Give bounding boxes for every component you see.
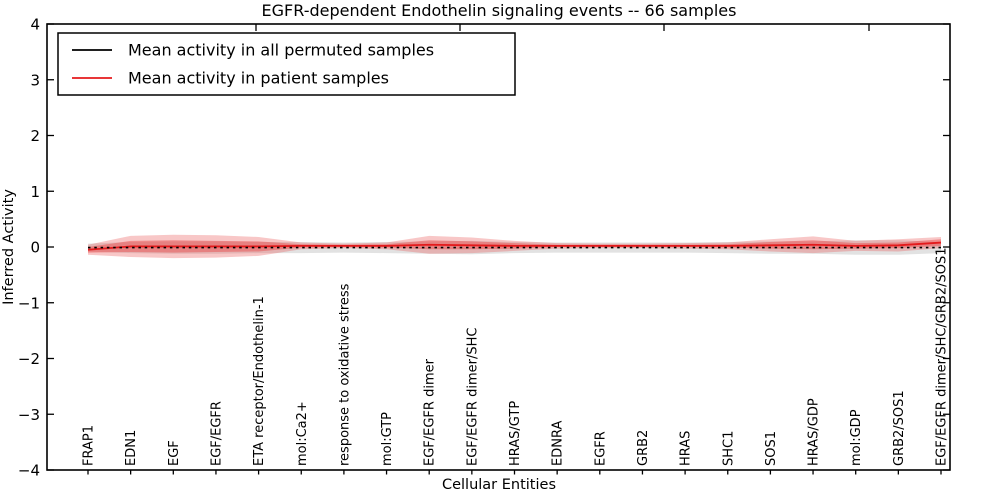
y-tick-label: −2 bbox=[18, 350, 40, 368]
x-tick-label: EGF/EGFR dimer/SHC bbox=[465, 328, 480, 466]
patient-mean-line bbox=[87, 241, 942, 251]
legend: Mean activity in all permuted samples Me… bbox=[57, 32, 516, 96]
x-tick-label: HRAS bbox=[679, 431, 694, 466]
x-tick-label: EGF/EGFR dimer/SHC/GRB2/SOS1 bbox=[935, 248, 950, 467]
x-tick-label: SHC1 bbox=[721, 431, 736, 466]
x-tick-label: GRB2/SOS1 bbox=[892, 390, 907, 466]
y-tick-label: −4 bbox=[18, 462, 40, 480]
y-tick-label: 1 bbox=[30, 183, 40, 201]
x-tick-label: GRB2 bbox=[636, 430, 651, 466]
x-tick-label: response to oxidative stress bbox=[337, 283, 352, 466]
y-tick-labels: 4 3 2 1 0 −1 −2 −3 −4 bbox=[18, 16, 40, 480]
x-axis-label: Cellular Entities bbox=[442, 477, 556, 493]
x-tick-label: ETA receptor/Endothelin-1 bbox=[252, 296, 267, 466]
y-tick-label: 4 bbox=[30, 16, 40, 34]
x-tick-label: mol:Ca2+ bbox=[295, 401, 310, 466]
plot-series bbox=[87, 234, 942, 259]
x-tick-label: EDNRA bbox=[551, 421, 566, 466]
x-tick-label: EGF bbox=[167, 440, 182, 466]
x-tick-label: EGF/EGFR bbox=[209, 401, 224, 466]
x-tick-label: EDN1 bbox=[124, 430, 139, 466]
permuted-band-area bbox=[88, 240, 941, 255]
x-tick-label: FRAP1 bbox=[82, 425, 97, 466]
x-tick-label: mol:GTP bbox=[380, 412, 395, 466]
y-tick-label: 2 bbox=[30, 127, 40, 145]
chart-title: EGFR-dependent Endothelin signaling even… bbox=[262, 1, 737, 20]
legend-label-patient: Mean activity in patient samples bbox=[128, 69, 389, 88]
legend-box bbox=[57, 32, 516, 96]
x-tick-label: SOS1 bbox=[764, 431, 779, 466]
x-tick-labels: FRAP1 EDN1 EGF EGF/EGFR ETA receptor/Endothe… bbox=[82, 248, 950, 467]
x-tick-label: mol:GDP bbox=[849, 409, 864, 466]
y-tick-label: −3 bbox=[18, 406, 40, 424]
axis-ticks bbox=[47, 23, 950, 475]
x-tick-label: EGFR bbox=[593, 431, 608, 466]
x-tick-label: HRAS/GDP bbox=[807, 398, 822, 466]
y-tick-label: 3 bbox=[30, 71, 40, 89]
x-tick-label: EGF/EGFR dimer bbox=[423, 358, 438, 466]
y-tick-label: 0 bbox=[30, 239, 40, 257]
x-tick-label: HRAS/GTP bbox=[508, 401, 523, 466]
y-axis-label: Inferred Activity bbox=[1, 189, 17, 305]
y-tick-label: −1 bbox=[18, 294, 40, 312]
legend-label-permuted: Mean activity in all permuted samples bbox=[128, 41, 434, 60]
